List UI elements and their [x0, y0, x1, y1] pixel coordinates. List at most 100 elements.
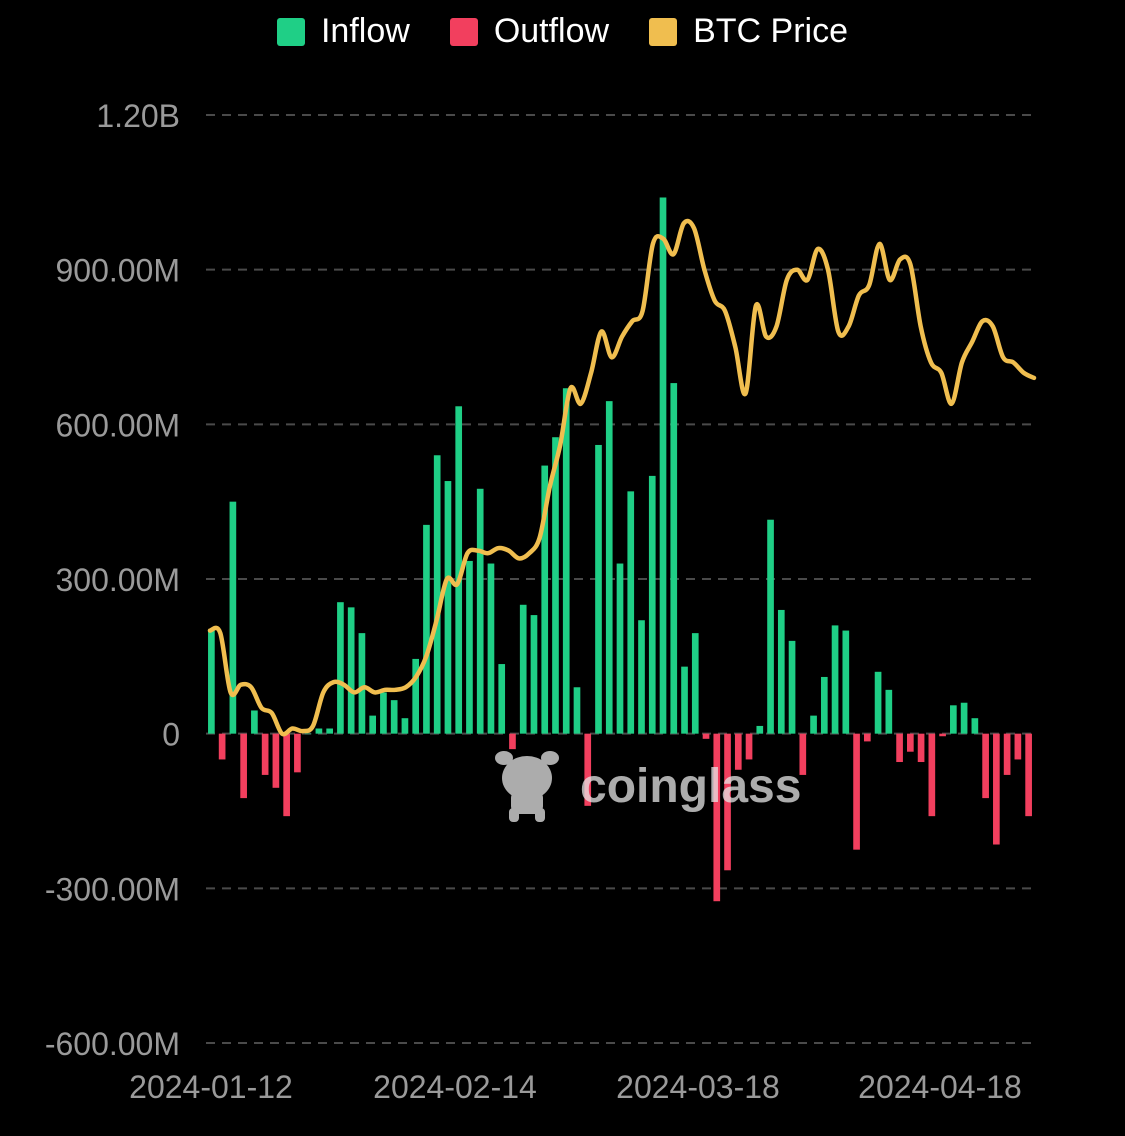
outflow-bar[interactable]: [917, 733, 925, 763]
outflow-bar[interactable]: [261, 733, 269, 775]
inflow-bar[interactable]: [960, 702, 968, 734]
outflow-bar[interactable]: [734, 733, 742, 770]
watermark-text: coinglass: [580, 760, 801, 813]
y-axis-labels: 1.20B 900.00M 600.00M 300.00M 0 -300.00M -600.…: [45, 98, 180, 1062]
inflow-bar[interactable]: [885, 689, 893, 734]
inflow-bar[interactable]: [519, 604, 527, 734]
legend-label-btc-price: BTC Price: [693, 12, 848, 50]
inflow-bar[interactable]: [605, 401, 613, 734]
inflow-bar[interactable]: [412, 658, 420, 734]
outflow-bar[interactable]: [863, 733, 871, 742]
inflow-bar[interactable]: [659, 197, 667, 734]
inflow-bar[interactable]: [616, 563, 624, 734]
inflow-bar[interactable]: [380, 692, 387, 734]
inflow-bar[interactable]: [390, 700, 398, 734]
outflow-bar[interactable]: [982, 733, 989, 799]
inflow-bar[interactable]: [466, 560, 473, 734]
inflow-bar[interactable]: [638, 620, 645, 734]
inflow-bar[interactable]: [315, 728, 323, 734]
outflow-bar[interactable]: [745, 733, 753, 760]
legend-label-outflow: Outflow: [493, 12, 610, 50]
inflow-bar[interactable]: [337, 602, 344, 734]
inflow-bar[interactable]: [950, 705, 957, 734]
inflow-bar[interactable]: [595, 444, 602, 734]
y-tick-label: 0: [162, 717, 180, 753]
x-tick-label: 2024-01-12: [129, 1069, 293, 1105]
inflow-bar[interactable]: [767, 519, 774, 734]
watermark: coinglass: [495, 751, 801, 822]
outflow-bar[interactable]: [928, 733, 936, 817]
outflow-bar[interactable]: [713, 733, 721, 902]
inflow-bar[interactable]: [820, 676, 828, 734]
legend-swatch-outflow: [449, 17, 478, 46]
inflow-bar[interactable]: [541, 465, 549, 734]
outflow-bar[interactable]: [853, 733, 860, 850]
outflow-bar[interactable]: [509, 733, 516, 750]
y-tick-label: -300.00M: [45, 871, 180, 907]
inflow-bar[interactable]: [810, 715, 817, 734]
inflow-bar[interactable]: [573, 687, 581, 734]
x-axis-labels: 2024-01-12 2024-02-14 2024-03-18 2024-04-18: [129, 1069, 1022, 1105]
legend-item-outflow[interactable]: Outflow: [449, 12, 610, 51]
btc-price-line[interactable]: [207, 218, 1037, 737]
inflow-bar[interactable]: [842, 630, 850, 734]
outflow-bar[interactable]: [702, 733, 710, 739]
inflow-bar[interactable]: [756, 725, 764, 734]
inflow-bar[interactable]: [208, 630, 215, 734]
inflow-bar[interactable]: [401, 718, 409, 734]
inflow-bar[interactable]: [691, 633, 699, 734]
inflow-bar[interactable]: [487, 563, 495, 734]
outflow-bar[interactable]: [1025, 733, 1032, 817]
inflow-bar[interactable]: [251, 710, 258, 734]
x-tick-label: 2024-03-18: [616, 1069, 780, 1105]
inflow-bar[interactable]: [777, 609, 785, 734]
outflow-bar[interactable]: [218, 733, 226, 760]
inflow-bar[interactable]: [229, 501, 237, 734]
outflow-bar[interactable]: [993, 733, 1000, 845]
inflow-bar[interactable]: [455, 406, 463, 734]
legend-item-inflow[interactable]: Inflow: [276, 12, 410, 51]
outflow-bar[interactable]: [584, 733, 592, 806]
y-tick-label: 600.00M: [55, 407, 180, 443]
inflow-bar[interactable]: [433, 455, 441, 734]
outflow-bar[interactable]: [240, 733, 247, 799]
inflow-bar[interactable]: [476, 488, 484, 734]
legend-item-btc-price[interactable]: BTC Price: [649, 12, 848, 51]
legend-swatch-inflow: [276, 17, 305, 46]
y-tick-label: -600.00M: [45, 1026, 180, 1062]
y-tick-label: 1.20B: [96, 98, 180, 134]
inflow-bar[interactable]: [627, 491, 635, 734]
inflow-bar[interactable]: [788, 640, 796, 734]
inflow-bar[interactable]: [831, 625, 839, 734]
inflow-bar[interactable]: [369, 715, 377, 734]
inflow-bar[interactable]: [304, 733, 312, 735]
outflow-bar[interactable]: [272, 733, 280, 788]
outflow-bar[interactable]: [939, 733, 946, 737]
outflow-bar[interactable]: [799, 733, 807, 775]
inflow-bar[interactable]: [530, 615, 538, 734]
inflow-bar[interactable]: [681, 666, 688, 734]
outflow-bar[interactable]: [907, 733, 914, 752]
outflow-bar[interactable]: [283, 733, 290, 817]
inflow-bar[interactable]: [648, 475, 656, 734]
inflow-bar[interactable]: [971, 718, 979, 734]
inflow-bar[interactable]: [562, 388, 570, 734]
inflow-bar[interactable]: [358, 633, 366, 734]
inflow-bar[interactable]: [326, 728, 333, 734]
inflow-bar[interactable]: [423, 524, 430, 734]
inflow-bar[interactable]: [874, 671, 882, 734]
outflow-bar[interactable]: [724, 733, 731, 871]
outflow-bar[interactable]: [1014, 733, 1022, 760]
inflow-bar[interactable]: [444, 481, 452, 734]
btc-price-line-layer: [207, 218, 1037, 737]
inflow-bar[interactable]: [498, 664, 506, 734]
outflow-bar[interactable]: [294, 733, 301, 773]
inflow-bar[interactable]: [347, 607, 355, 734]
outflow-bar[interactable]: [1003, 733, 1011, 775]
outflow-bar[interactable]: [896, 733, 903, 763]
legend-swatch-btc-price: [649, 17, 678, 46]
inflow-bar[interactable]: [670, 383, 678, 734]
inflow-bar[interactable]: [552, 437, 559, 734]
